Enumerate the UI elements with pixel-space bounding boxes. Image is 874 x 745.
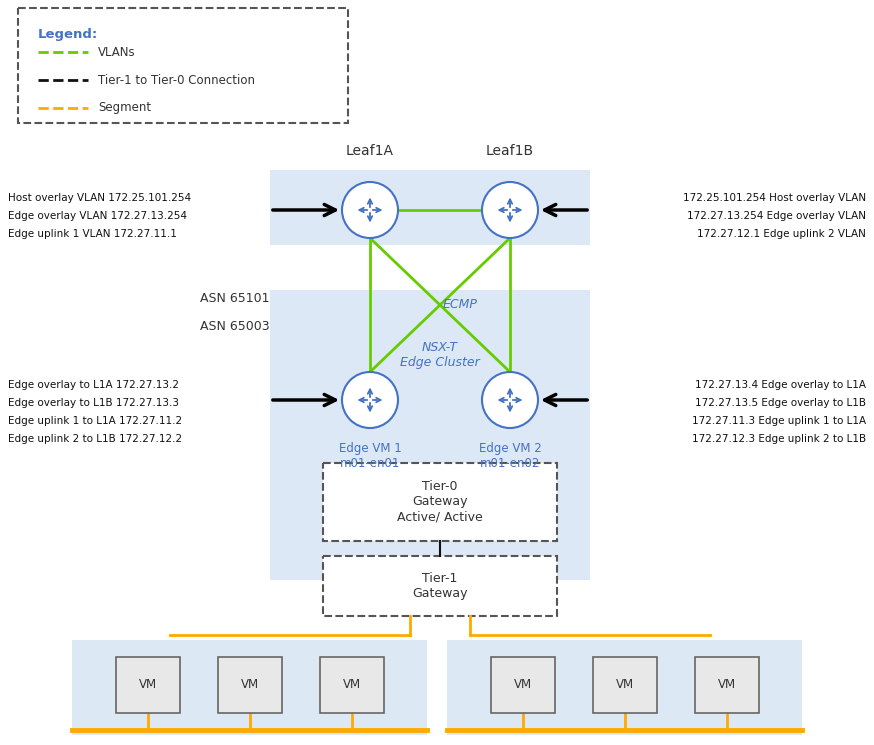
Text: VM: VM bbox=[139, 679, 157, 691]
FancyBboxPatch shape bbox=[447, 640, 802, 735]
Text: Tier-1 to Tier-0 Connection: Tier-1 to Tier-0 Connection bbox=[98, 74, 255, 86]
FancyBboxPatch shape bbox=[72, 640, 427, 735]
Text: Leaf1A: Leaf1A bbox=[346, 144, 394, 158]
Text: Edge overlay VLAN 172.27.13.254: Edge overlay VLAN 172.27.13.254 bbox=[8, 211, 187, 221]
FancyBboxPatch shape bbox=[270, 170, 590, 245]
FancyBboxPatch shape bbox=[320, 657, 384, 713]
Text: ASN 65101: ASN 65101 bbox=[200, 291, 270, 305]
FancyBboxPatch shape bbox=[270, 290, 590, 580]
Text: 172.27.12.1 Edge uplink 2 VLAN: 172.27.12.1 Edge uplink 2 VLAN bbox=[697, 229, 866, 239]
FancyBboxPatch shape bbox=[218, 657, 282, 713]
Text: Tier-0
Gateway
Active/ Active: Tier-0 Gateway Active/ Active bbox=[397, 481, 482, 524]
Text: Edge VM 2
m01-en02: Edge VM 2 m01-en02 bbox=[479, 442, 541, 470]
Text: Edge overlay to L1B 172.27.13.3: Edge overlay to L1B 172.27.13.3 bbox=[8, 398, 179, 408]
FancyBboxPatch shape bbox=[593, 657, 657, 713]
Text: 172.27.13.5 Edge overlay to L1B: 172.27.13.5 Edge overlay to L1B bbox=[695, 398, 866, 408]
Text: VM: VM bbox=[514, 679, 532, 691]
Text: Host overlay VLAN 172.25.101.254: Host overlay VLAN 172.25.101.254 bbox=[8, 193, 191, 203]
Text: Edge uplink 1 VLAN 172.27.11.1: Edge uplink 1 VLAN 172.27.11.1 bbox=[8, 229, 177, 239]
Text: Edge VM 1
m01-en01: Edge VM 1 m01-en01 bbox=[338, 442, 401, 470]
Text: ASN 65003: ASN 65003 bbox=[200, 320, 270, 332]
Ellipse shape bbox=[342, 372, 398, 428]
Text: 172.27.13.4 Edge overlay to L1A: 172.27.13.4 Edge overlay to L1A bbox=[695, 380, 866, 390]
Text: VLANs: VLANs bbox=[98, 45, 135, 59]
Text: VM: VM bbox=[241, 679, 259, 691]
Ellipse shape bbox=[482, 372, 538, 428]
Text: 172.27.11.3 Edge uplink 1 to L1A: 172.27.11.3 Edge uplink 1 to L1A bbox=[692, 416, 866, 426]
FancyBboxPatch shape bbox=[116, 657, 180, 713]
Ellipse shape bbox=[342, 182, 398, 238]
Text: VM: VM bbox=[718, 679, 736, 691]
Text: Leaf1B: Leaf1B bbox=[486, 144, 534, 158]
Text: 172.25.101.254 Host overlay VLAN: 172.25.101.254 Host overlay VLAN bbox=[683, 193, 866, 203]
Text: 172.27.13.254 Edge overlay VLAN: 172.27.13.254 Edge overlay VLAN bbox=[687, 211, 866, 221]
Text: Edge overlay to L1A 172.27.13.2: Edge overlay to L1A 172.27.13.2 bbox=[8, 380, 179, 390]
Text: Legend:: Legend: bbox=[38, 28, 98, 41]
Text: Segment: Segment bbox=[98, 101, 151, 115]
Text: ECMP: ECMP bbox=[442, 299, 477, 311]
Text: Tier-1
Gateway: Tier-1 Gateway bbox=[413, 572, 468, 600]
FancyBboxPatch shape bbox=[695, 657, 759, 713]
FancyBboxPatch shape bbox=[323, 463, 557, 541]
Text: 172.27.12.3 Edge uplink 2 to L1B: 172.27.12.3 Edge uplink 2 to L1B bbox=[692, 434, 866, 444]
FancyBboxPatch shape bbox=[491, 657, 555, 713]
Text: VM: VM bbox=[616, 679, 634, 691]
Text: VM: VM bbox=[343, 679, 361, 691]
Ellipse shape bbox=[482, 182, 538, 238]
Text: Edge uplink 2 to L1B 172.27.12.2: Edge uplink 2 to L1B 172.27.12.2 bbox=[8, 434, 182, 444]
Text: NSX-T
Edge Cluster: NSX-T Edge Cluster bbox=[400, 341, 480, 369]
FancyBboxPatch shape bbox=[18, 8, 348, 123]
Text: Edge uplink 1 to L1A 172.27.11.2: Edge uplink 1 to L1A 172.27.11.2 bbox=[8, 416, 182, 426]
FancyBboxPatch shape bbox=[323, 556, 557, 616]
